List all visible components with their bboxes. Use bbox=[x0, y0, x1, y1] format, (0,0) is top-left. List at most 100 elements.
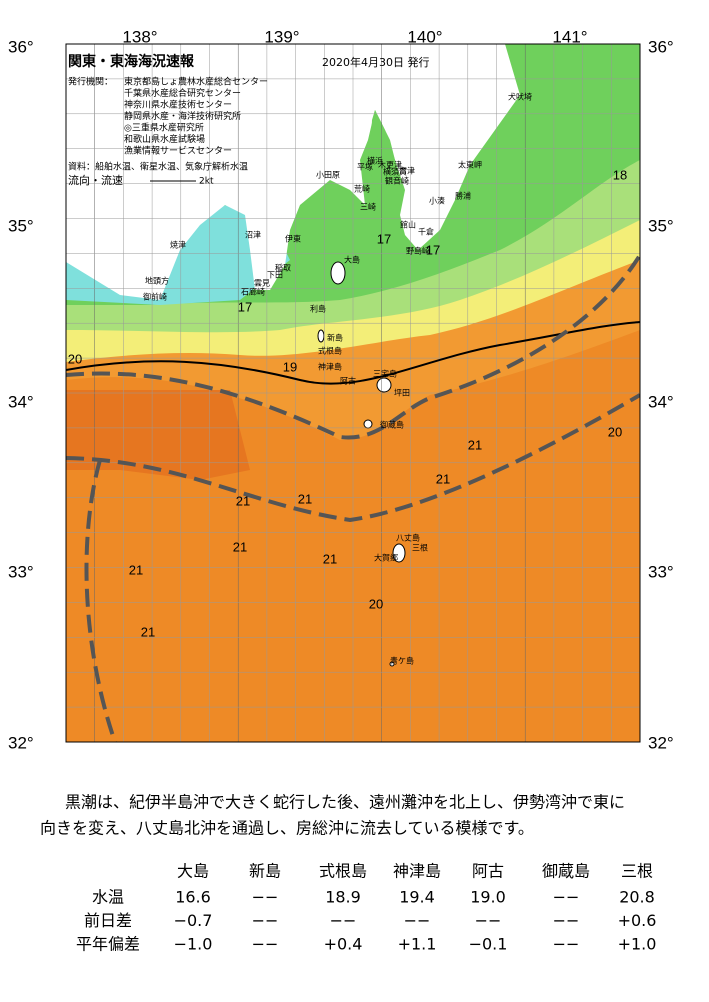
issuer: 静岡県水産・海洋技術研究所 bbox=[124, 110, 241, 122]
lat-label: 32° bbox=[648, 733, 674, 752]
place-label: 野島崎 bbox=[406, 246, 430, 256]
place-label: 式根島 bbox=[318, 346, 342, 356]
date: 2020年4月30日 発行 bbox=[322, 55, 430, 69]
lat-label: 32° bbox=[8, 733, 34, 752]
place-label: 地頭方 bbox=[145, 276, 169, 286]
island bbox=[389, 661, 395, 667]
contour-label: 21 bbox=[468, 437, 482, 452]
place-label: 荒崎 bbox=[354, 184, 370, 194]
row-label: 前日差 bbox=[84, 911, 132, 930]
cell: −− bbox=[252, 911, 279, 930]
column-header: 阿古 bbox=[472, 862, 504, 881]
lon-label: 141° bbox=[552, 27, 587, 46]
place-label: 大島 bbox=[344, 255, 360, 265]
issuer: 千葉県水産総合研究センター bbox=[124, 87, 241, 99]
land bbox=[66, 44, 520, 300]
place-label: 伊東 bbox=[285, 234, 301, 244]
cell: 16.6 bbox=[175, 888, 211, 907]
lat-label: 34° bbox=[648, 392, 674, 411]
contour-label: 21 bbox=[323, 551, 337, 566]
place-label: 下田 bbox=[267, 271, 283, 280]
contour-label: 21 bbox=[233, 539, 247, 554]
place-label: 木更津 bbox=[378, 160, 402, 170]
row-label: 水温 bbox=[92, 888, 124, 907]
issuer-label: 発行機関： bbox=[68, 76, 113, 88]
cell: −− bbox=[553, 911, 580, 930]
cell: +0.4 bbox=[324, 935, 363, 954]
place-label: 御蔵島 bbox=[380, 420, 404, 430]
column-header: 三根 bbox=[621, 862, 653, 881]
lat-label: 33° bbox=[648, 562, 674, 581]
islands bbox=[317, 261, 406, 667]
issuer: 神奈川県水産技術センター bbox=[124, 99, 232, 111]
cell: +0.6 bbox=[618, 911, 657, 930]
lat-label: 33° bbox=[8, 562, 34, 581]
cell: 18.9 bbox=[325, 888, 361, 907]
lon-label: 140° bbox=[407, 27, 442, 46]
island bbox=[330, 261, 346, 285]
summary-line: 黒潮は、紀伊半島沖で大きく蛇行した後、遠州灘沖を北上し、伊勢湾沖で東に bbox=[65, 793, 625, 812]
lon-label: 139° bbox=[264, 27, 299, 46]
row-label: 平年偏差 bbox=[76, 935, 140, 954]
place-label: 坪田 bbox=[394, 389, 410, 398]
place-label: 神津島 bbox=[318, 362, 342, 372]
title: 関東・東海海況速報 bbox=[68, 53, 195, 70]
contour-label: 18 bbox=[613, 167, 627, 182]
column-header: 神津島 bbox=[393, 862, 441, 881]
kuroshio-west bbox=[84, 459, 117, 742]
contour-label: 21 bbox=[236, 493, 250, 508]
place-label: 三根 bbox=[412, 543, 428, 553]
column-header: 式根島 bbox=[319, 862, 367, 881]
place-label: 稲取 bbox=[275, 263, 291, 273]
cell: 19.4 bbox=[399, 888, 435, 907]
contour-label: 21 bbox=[436, 471, 450, 486]
lat-label: 35° bbox=[648, 216, 674, 235]
sources: 資料：船舶水温、衛星水温、気象庁解析水温 bbox=[68, 161, 248, 173]
map bbox=[66, 44, 640, 742]
summary-line: 向きを変え、八丈島北沖を通過し、房総沖に流去している模様です。 bbox=[40, 819, 534, 838]
place-label: 横浜 bbox=[367, 156, 383, 166]
flow-label: 流向・流速 bbox=[68, 173, 123, 187]
lat-label: 35° bbox=[8, 216, 34, 235]
place-label: 大賀郷 bbox=[374, 553, 398, 563]
place-label: 石廊崎 bbox=[241, 287, 265, 297]
cell: −− bbox=[252, 888, 279, 907]
place-label: 小田原 bbox=[316, 171, 340, 180]
place-label: 新島 bbox=[327, 333, 343, 343]
contour-label: 17 bbox=[377, 231, 391, 246]
place-label: 観音崎 bbox=[385, 176, 409, 186]
place-label: 雲見 bbox=[254, 279, 270, 288]
grid bbox=[66, 44, 640, 742]
place-label: 八丈島 bbox=[396, 533, 420, 543]
place-label: 犬吠埼 bbox=[508, 92, 532, 102]
sea-dark bbox=[66, 390, 250, 480]
cell: 20.8 bbox=[619, 888, 655, 907]
kuroshio-north bbox=[66, 253, 640, 440]
cell: +1.1 bbox=[398, 935, 437, 954]
cell: +1.0 bbox=[618, 935, 657, 954]
cell: −1.0 bbox=[174, 935, 213, 954]
place-label: 太東岬 bbox=[458, 160, 482, 170]
cell: −0.7 bbox=[174, 911, 213, 930]
contour-label: 17 bbox=[426, 242, 440, 257]
place-label: 沼津 bbox=[245, 230, 261, 240]
place-label: 御前崎 bbox=[143, 292, 167, 302]
contour-label: 20 bbox=[608, 424, 622, 439]
contour-label: 21 bbox=[141, 624, 155, 639]
kuroshio-south bbox=[66, 393, 640, 523]
lat-label: 36° bbox=[8, 37, 34, 56]
contour-label: 20 bbox=[68, 351, 82, 366]
place-label: 青ケ島 bbox=[390, 656, 414, 666]
place-label: 三宅島 bbox=[373, 369, 397, 379]
place-label: 千倉 bbox=[418, 227, 434, 237]
place-label: 焼津 bbox=[170, 240, 186, 250]
column-header: 大島 bbox=[177, 862, 209, 881]
column-header: 新島 bbox=[249, 862, 281, 881]
column-header: 御蔵島 bbox=[542, 862, 590, 881]
issuer: ◎三重県水産研究所 bbox=[124, 122, 204, 134]
island bbox=[363, 419, 373, 429]
cell: −− bbox=[553, 935, 580, 954]
lon-label: 138° bbox=[122, 27, 157, 46]
